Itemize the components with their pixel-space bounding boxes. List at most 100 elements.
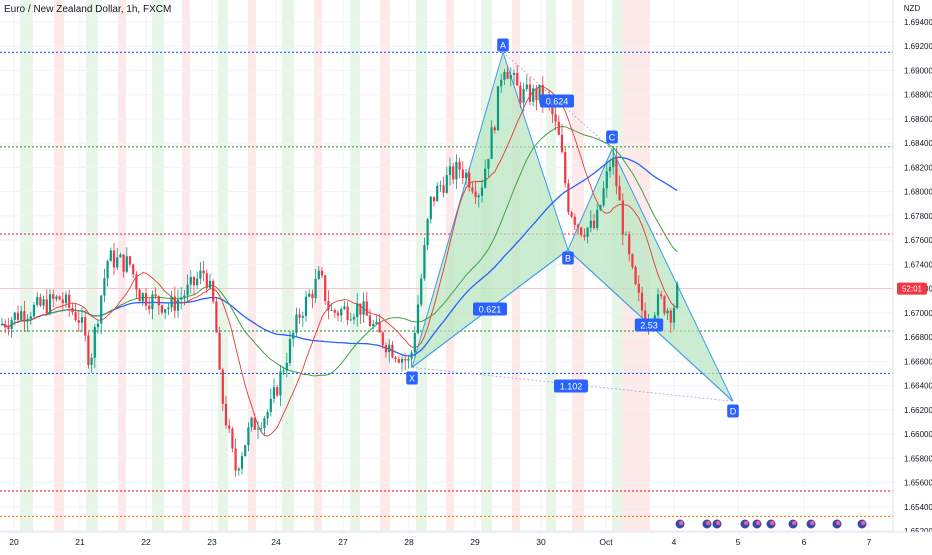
- pattern-point-a-bg[interactable]: [497, 38, 509, 52]
- ratio-label[interactable]: 1.102: [560, 382, 583, 392]
- event-icon-flag: [770, 520, 775, 526]
- pattern-triangle[interactable]: [567, 148, 734, 402]
- ratio-label-bg[interactable]: [554, 379, 588, 393]
- pattern-point-c[interactable]: C: [609, 133, 616, 143]
- session-band: [416, 0, 427, 532]
- ratio-label-bg[interactable]: [634, 318, 664, 332]
- ratio-label[interactable]: 0.621: [479, 305, 502, 315]
- event-icons[interactable]: [674, 518, 868, 530]
- candle-body: [583, 235, 586, 237]
- time-tick-label: 24: [271, 537, 281, 547]
- candle-body: [404, 358, 407, 361]
- candle-body: [106, 261, 109, 279]
- candle-body: [516, 72, 519, 86]
- pattern-point-d-bg[interactable]: [727, 404, 739, 418]
- pattern-point-b-bg[interactable]: [562, 251, 574, 265]
- pattern-point-x-bg[interactable]: [406, 371, 418, 385]
- pattern-point-c-bg[interactable]: [606, 130, 618, 144]
- candle-body: [20, 311, 23, 320]
- candle-body: [368, 315, 372, 327]
- candle-body: [154, 294, 157, 297]
- candle-body: [221, 369, 224, 404]
- price-tick-label: 1.65600: [904, 479, 932, 488]
- candle-body: [128, 256, 132, 265]
- candle-body: [55, 296, 58, 299]
- pattern-point-b[interactable]: B: [565, 254, 571, 264]
- pattern-labels[interactable]: X A B C D 0.624 0.621 2.53 1.102: [406, 38, 739, 418]
- candle-body: [186, 284, 189, 296]
- candle-body: [621, 200, 624, 235]
- moving-averages: [1, 85, 678, 437]
- candle-body: [68, 294, 71, 308]
- ratio-label-bg[interactable]: [540, 94, 574, 108]
- candle-body: [218, 332, 221, 370]
- candle-body: [618, 186, 621, 201]
- candle-body: [327, 300, 330, 311]
- candle-body: [557, 121, 560, 135]
- candle-body: [292, 332, 295, 339]
- candle-body: [29, 316, 32, 319]
- candle-body: [288, 338, 292, 363]
- candle-body: [612, 157, 615, 168]
- session-band: [380, 0, 390, 532]
- candle-body: [240, 456, 244, 469]
- candle-body: [471, 187, 474, 192]
- candle-body: [36, 297, 39, 305]
- candle-body: [263, 418, 266, 429]
- pattern-point-d[interactable]: D: [730, 407, 737, 417]
- candle-body: [90, 357, 93, 365]
- price-tick-label: 1.68400: [904, 139, 932, 148]
- price-tick-label: 1.66400: [904, 382, 932, 391]
- ratio-label[interactable]: 2.53: [640, 321, 658, 331]
- candle-body: [13, 312, 16, 320]
- time-tick-label: 20: [9, 537, 19, 547]
- candle-body: [192, 276, 196, 286]
- price-tick-label: 1.68800: [904, 91, 932, 100]
- price-tick-label: 1.67400: [904, 260, 932, 269]
- candle-body: [432, 196, 436, 202]
- candle-body: [378, 321, 381, 333]
- last-price-tag-bg[interactable]: [897, 282, 927, 295]
- candle-body: [32, 304, 36, 317]
- candle-body: [634, 266, 637, 284]
- candle-body: [151, 294, 154, 310]
- currency-label: NZD: [904, 4, 921, 13]
- pattern-point-a[interactable]: A: [500, 41, 506, 51]
- time-axis[interactable]: 20 21 22 23 24 27 28 29 30 Oct 4 5 6 7: [0, 531, 932, 550]
- time-tick-label: 6: [802, 537, 807, 547]
- symbol-title: Euro / New Zealand Dollar, 1h, FXCM: [4, 4, 172, 15]
- candle-body: [170, 296, 173, 308]
- candle-body: [420, 278, 423, 305]
- candle-body: [445, 175, 448, 193]
- candle-body: [391, 344, 394, 358]
- candle-body: [628, 234, 631, 255]
- candle-body: [112, 250, 116, 268]
- candle-body: [589, 220, 592, 228]
- candle-body: [93, 327, 96, 358]
- ratio-label[interactable]: 0.624: [546, 97, 569, 107]
- candle-body: [167, 307, 170, 310]
- candle-body: [570, 212, 573, 217]
- candle-body: [109, 250, 112, 262]
- candle-body: [669, 310, 672, 323]
- candle-body: [64, 294, 68, 304]
- price-axis[interactable]: NZD 1.69400 1.69200 1.69000 1.68800 1.68600 1.…: [892, 0, 932, 550]
- candle-body: [490, 127, 493, 159]
- last-price-tag[interactable]: 52:01: [902, 285, 923, 294]
- candle-body: [484, 168, 487, 188]
- candle-body: [656, 294, 660, 316]
- candle-body: [333, 310, 336, 313]
- ratio-label-bg[interactable]: [473, 302, 507, 316]
- price-tick-label: 1.65400: [904, 503, 932, 512]
- pattern-point-x[interactable]: X: [409, 374, 415, 384]
- candle-body: [637, 283, 640, 293]
- event-icon-flag: [679, 520, 684, 526]
- candle-body: [439, 185, 442, 187]
- price-tick-label: 1.68600: [904, 115, 932, 124]
- event-icon-flag: [810, 520, 815, 526]
- candle-body: [301, 315, 304, 318]
- candle-body: [426, 219, 429, 246]
- candle-body: [295, 314, 298, 333]
